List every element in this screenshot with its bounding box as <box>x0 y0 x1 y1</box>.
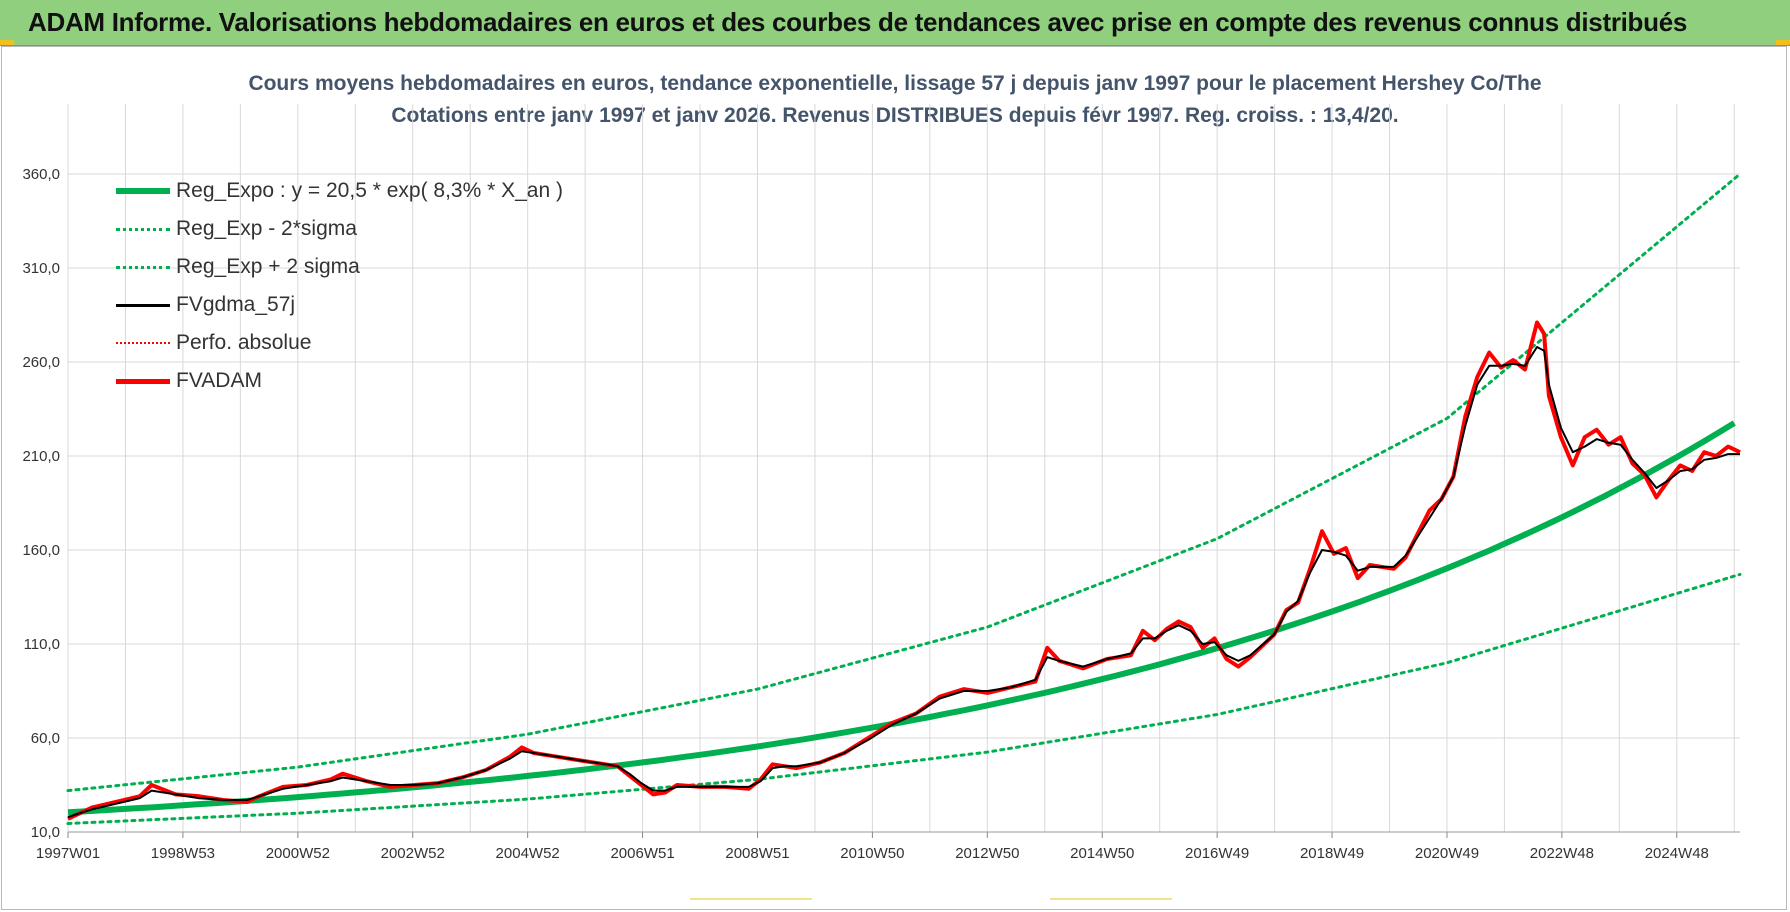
report-banner: ADAM Informe. Valorisations hebdomadaire… <box>0 0 1790 46</box>
y-tick-label: 260,0 <box>22 354 60 371</box>
chart-title-line-1: Cours moyens hebdomadaires en euros, ten… <box>248 72 1542 95</box>
x-tick-label: 2008W51 <box>725 845 789 862</box>
legend-label-lower-band: Reg_Exp - 2*sigma <box>176 217 357 240</box>
x-tick-label: 2020W49 <box>1415 845 1479 862</box>
scroll-marker-2 <box>1050 898 1172 900</box>
legend-label-upper-band: Reg_Exp + 2 sigma <box>176 255 360 278</box>
x-tick-label: 1997W01 <box>36 845 100 862</box>
lower-band-line <box>66 572 1742 825</box>
y-tick-label: 160,0 <box>22 542 60 559</box>
legend-swatch-reg-expo <box>116 188 170 194</box>
legend-label-fvgdma: FVgdma_57j <box>176 293 296 316</box>
chart-title-line-2: Cotations entre janv 1997 et janv 2026. … <box>391 104 1399 127</box>
legend-item-reg-expo: Reg_Expo : y = 20,5 * exp( 8,3% * X_an ) <box>116 172 563 210</box>
x-tick-label: 2000W52 <box>266 845 330 862</box>
y-tick-label: 60,0 <box>31 730 60 747</box>
x-tick-label: 2010W50 <box>840 845 904 862</box>
y-tick-label: 310,0 <box>22 260 60 277</box>
x-tick-label: 2018W49 <box>1300 845 1364 862</box>
y-tick-label: 360,0 <box>22 166 60 183</box>
corner-marker-left <box>0 40 14 45</box>
legend-swatch-upper-band <box>116 265 170 269</box>
legend-item-fvadam: FVADAM <box>116 362 563 400</box>
chart-frame <box>1 46 1787 910</box>
y-tick-label: 210,0 <box>22 448 60 465</box>
x-tick-label: 2016W49 <box>1185 845 1249 862</box>
report-title: ADAM Informe. Valorisations hebdomadaire… <box>28 7 1688 37</box>
legend-swatch-fvgdma <box>116 303 170 307</box>
corner-marker-right <box>1776 40 1790 45</box>
x-tick-label: 2022W48 <box>1530 845 1594 862</box>
series-fvgdma-line <box>67 346 1740 818</box>
y-tick-label: 110,0 <box>24 636 60 653</box>
x-tick-label: 2006W51 <box>610 845 674 862</box>
legend-swatch-perfo-absolue <box>116 342 170 344</box>
scroll-marker-1 <box>690 898 812 900</box>
y-tick-label: 10,0 <box>31 824 60 841</box>
legend-swatch-lower-band <box>116 227 170 231</box>
x-tick-label: 2024W48 <box>1645 845 1709 862</box>
x-tick-label: 2002W52 <box>381 845 445 862</box>
legend-label-fvadam: FVADAM <box>176 369 262 392</box>
upper-band-line <box>66 172 1742 793</box>
regression-line <box>67 420 1736 816</box>
legend-swatch-fvadam <box>116 378 170 384</box>
x-tick-label: 2014W50 <box>1070 845 1134 862</box>
x-tick-label: 2012W50 <box>955 845 1019 862</box>
legend-label-reg-expo: Reg_Expo : y = 20,5 * exp( 8,3% * X_an ) <box>176 179 563 202</box>
legend-label-perfo-absolue: Perfo. absolue <box>176 331 312 354</box>
legend-item-upper-band: Reg_Exp + 2 sigma <box>116 248 563 286</box>
x-tick-label: 1998W53 <box>151 845 215 862</box>
chart-legend: Reg_Expo : y = 20,5 * exp( 8,3% * X_an )… <box>116 172 563 400</box>
legend-item-fvgdma: FVgdma_57j <box>116 286 563 324</box>
legend-item-lower-band: Reg_Exp - 2*sigma <box>116 210 563 248</box>
legend-item-perfo-absolue: Perfo. absolue <box>116 324 563 362</box>
x-tick-label: 2004W52 <box>496 845 560 862</box>
